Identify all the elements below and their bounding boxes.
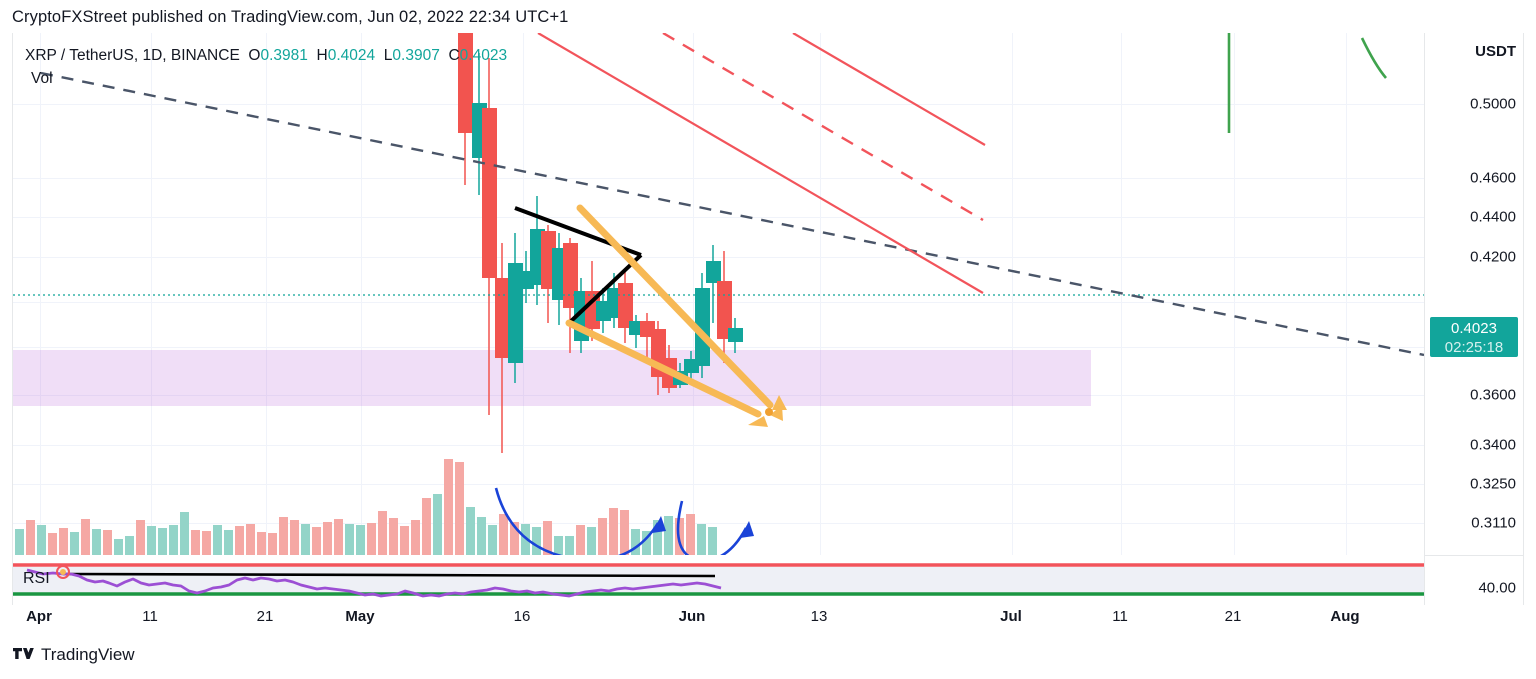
legend-close-label: C [448, 47, 460, 64]
green-annotation-overlay [1227, 33, 1387, 133]
bar-countdown: 02:25:18 [1444, 339, 1504, 356]
pennant-upper-line [514, 206, 642, 257]
price-tick: 0.4400 [1470, 208, 1516, 226]
gridline-h [13, 104, 1424, 105]
gridline-v [1012, 33, 1013, 555]
time-tick: 11 [1112, 608, 1128, 625]
time-tick: 16 [513, 608, 531, 625]
time-tick: 21 [256, 608, 274, 625]
rsi-overlay [13, 563, 1424, 598]
legend-close-value: 0.4023 [459, 47, 508, 64]
gridline-v [523, 33, 524, 555]
price-axis[interactable]: USDT 0.5000 0.4600 0.4400 0.4200 0.3800 … [1424, 33, 1524, 605]
gridline-v [1234, 33, 1235, 555]
rsi-pane[interactable]: RSI [13, 558, 1424, 604]
rsi-line [26, 568, 722, 598]
chart-legend[interactable]: XRP / TetherUS, 1D, BINANCE O0.3981 H0.4… [25, 47, 507, 65]
pane-separator [1424, 555, 1524, 556]
rsi-divergence-line [62, 572, 716, 578]
chart-frame: XRP / TetherUS, 1D, BINANCE O0.3981 H0.4… [12, 33, 1524, 605]
gridline-h [13, 217, 1424, 218]
price-tick: 0.4600 [1470, 169, 1516, 187]
legend-open-value: 0.3981 [260, 47, 308, 64]
gridline-v [1346, 33, 1347, 555]
rsi-axis-tick: 40.00 [1478, 579, 1516, 597]
rsi-marker-dot [60, 569, 66, 575]
legend-open-label: O [248, 47, 261, 64]
current-price-badge[interactable]: 0.4023 02:25:18 [1430, 317, 1518, 357]
gridline-v [151, 33, 152, 555]
gridline-h [13, 257, 1424, 258]
price-series-overlay [13, 33, 1424, 555]
price-tick: 0.3250 [1470, 475, 1516, 493]
gridline-h [13, 523, 1424, 524]
legend-low-label: L [383, 47, 393, 64]
volume-legend-label[interactable]: Vol [31, 70, 53, 87]
gridline-v [40, 33, 41, 555]
attribution-text: CryptoFXStreet published on TradingView.… [12, 8, 569, 26]
descending-trendline [40, 71, 1424, 357]
gridline-h [13, 484, 1424, 485]
tradingview-logo-icon [13, 647, 34, 659]
time-tick: 21 [1224, 608, 1242, 625]
rsi-legend-label[interactable]: RSI [23, 570, 50, 587]
volume-arrowheads [652, 516, 754, 538]
time-tick: Aug [1330, 608, 1360, 625]
volume-arc-arrows [494, 487, 748, 555]
price-tick: 0.3110 [1471, 514, 1516, 532]
legend-symbol: XRP / TetherUS, 1D, BINANCE [25, 47, 240, 64]
time-tick: 11 [142, 608, 158, 625]
gridline-v [361, 33, 362, 555]
volume-histogram [15, 459, 717, 555]
legend-low-value: 0.3907 [392, 47, 440, 64]
rsi-marker [56, 565, 70, 579]
gridline-h [13, 178, 1424, 179]
pennant-lower-line [567, 253, 643, 325]
price-tick: 0.4200 [1470, 248, 1516, 266]
resistance-channel-lower [792, 33, 986, 146]
current-price-value: 0.4023 [1451, 320, 1497, 337]
gridline-v [693, 33, 694, 555]
gridline-v [266, 33, 267, 555]
resistance-channel-dashed [662, 33, 984, 222]
projection-target-point [765, 408, 773, 416]
price-axis-unit: USDT [1475, 43, 1516, 60]
time-tick: May [345, 608, 375, 625]
price-tick: 0.3400 [1470, 436, 1516, 454]
gridline-h [13, 302, 1424, 303]
time-tick: 13 [810, 608, 828, 625]
gridline-h [13, 347, 1424, 348]
gridline-v [1121, 33, 1122, 555]
legend-high-value: 0.4024 [327, 47, 376, 64]
tradingview-logo-text: TradingView [41, 645, 135, 664]
resistance-channel-upper [537, 33, 984, 294]
tradingview-branding[interactable]: TradingView [13, 645, 135, 665]
time-tick: Apr [26, 608, 52, 625]
green-curve [1360, 37, 1387, 79]
price-tick: 0.3600 [1470, 386, 1516, 404]
gridline-h [13, 445, 1424, 446]
gridline-v [820, 33, 821, 555]
legend-high-label: H [316, 47, 328, 64]
support-demand-zone[interactable] [13, 350, 1091, 406]
time-tick: Jun [678, 608, 706, 625]
price-pane[interactable]: XRP / TetherUS, 1D, BINANCE O0.3981 H0.4… [13, 33, 1424, 555]
time-tick: Jul [1000, 608, 1022, 625]
price-tick: 0.5000 [1470, 95, 1516, 113]
